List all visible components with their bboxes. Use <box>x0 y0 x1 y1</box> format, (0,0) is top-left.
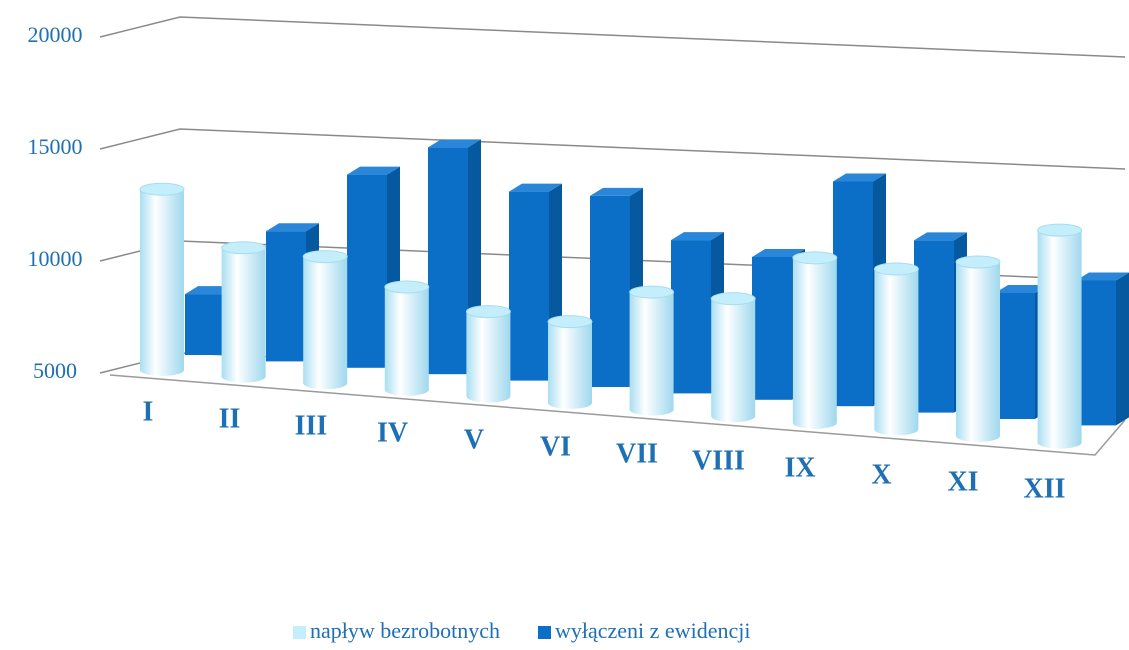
bar <box>792 251 838 429</box>
bar-top <box>1076 272 1129 281</box>
bar <box>873 262 919 436</box>
bar-top <box>873 262 919 276</box>
bar-top <box>833 173 886 182</box>
bar-top <box>1037 223 1083 237</box>
floor-edge <box>109 374 1126 456</box>
bar-top <box>547 315 593 329</box>
x-tick-label: X <box>871 459 891 490</box>
legend-swatch <box>538 626 551 639</box>
x-tick-label: VI <box>540 431 571 462</box>
bar <box>1037 223 1083 449</box>
bar-body <box>548 321 592 403</box>
bar-front <box>671 240 711 394</box>
x-tick-label: VIII <box>692 445 745 476</box>
bar-front <box>266 231 306 362</box>
bar-body <box>956 261 1000 436</box>
bar <box>302 250 348 390</box>
bar-front <box>509 191 549 381</box>
x-tick-label: IX <box>784 452 815 483</box>
bar-top <box>347 166 400 175</box>
bar-top <box>509 183 562 192</box>
bar-front <box>752 257 792 400</box>
bar-top <box>139 182 185 196</box>
legend-label: napływ bezrobotnych <box>310 618 500 643</box>
bar-body <box>303 256 348 384</box>
bar-top <box>629 285 675 299</box>
bar-front <box>1076 280 1116 426</box>
bar-body <box>466 311 511 397</box>
bar-body <box>629 292 674 410</box>
bar-top <box>995 285 1048 293</box>
bar-body <box>221 247 266 377</box>
bar-top <box>792 251 838 265</box>
bar-top <box>590 187 643 196</box>
bar-body <box>1037 230 1082 443</box>
bar-body <box>874 268 919 430</box>
bar-front <box>347 174 387 368</box>
bar <box>221 241 267 383</box>
y-tick-label: 15000 <box>28 134 83 159</box>
bar-body <box>384 286 429 390</box>
x-tick-label: VII <box>616 438 658 469</box>
y-tick-label: 5000 <box>33 358 77 383</box>
bar <box>629 285 675 416</box>
bar-top <box>752 249 805 257</box>
bar-front <box>995 293 1035 419</box>
bar-body <box>140 189 184 370</box>
bar-front <box>185 294 225 355</box>
bar <box>139 182 185 376</box>
x-tick-label: V <box>464 424 484 455</box>
bar <box>1076 272 1129 426</box>
bar-front <box>590 195 630 387</box>
bar <box>347 166 400 368</box>
y-tick-label: 10000 <box>28 246 83 271</box>
bar-side <box>1116 272 1129 426</box>
bar-top <box>465 305 511 319</box>
bar-top <box>671 232 724 241</box>
bar-top <box>302 250 348 264</box>
bar-top <box>428 139 481 148</box>
bar <box>955 255 1001 442</box>
x-tick-label: II <box>219 403 241 434</box>
bar <box>547 315 593 409</box>
bar-body <box>711 298 756 417</box>
bar-front <box>914 240 954 413</box>
bar-top <box>710 292 756 306</box>
bar-front <box>428 147 468 375</box>
grid-line <box>99 16 1126 58</box>
bar <box>710 292 756 423</box>
bar <box>465 305 511 403</box>
x-tick-label: XII <box>1023 473 1065 504</box>
y-tick-label: 20000 <box>28 22 83 47</box>
bar-top <box>266 223 319 232</box>
bar-top <box>955 255 1001 269</box>
x-tick-label: III <box>295 410 328 441</box>
legend-swatch <box>293 626 306 639</box>
bar-top <box>914 232 967 241</box>
bar-body <box>792 257 837 423</box>
x-tick-label: XI <box>947 466 978 497</box>
x-tick-label: I <box>143 396 154 427</box>
legend-label: wyłączeni z ewidencji <box>555 618 750 643</box>
bar-top <box>221 241 267 255</box>
grid-line <box>99 128 1126 170</box>
bar <box>384 280 430 396</box>
bar-top <box>384 280 430 294</box>
x-tick-label: IV <box>377 417 408 448</box>
bar-front <box>833 181 873 407</box>
